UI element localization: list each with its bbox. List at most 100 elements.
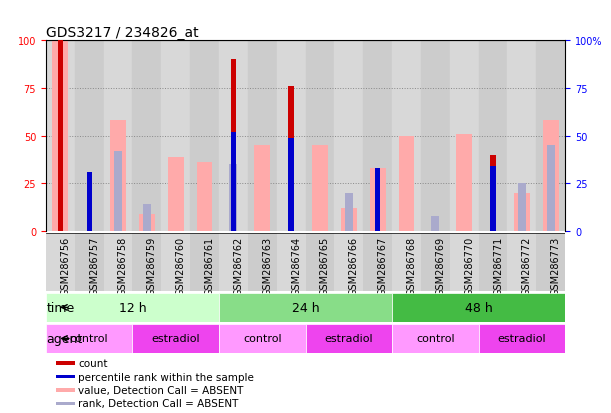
- Bar: [248, 233, 277, 291]
- Bar: [288, 138, 294, 231]
- Bar: [133, 233, 161, 291]
- Text: GSM286758: GSM286758: [118, 236, 128, 295]
- Bar: [536, 41, 565, 231]
- Bar: [341, 209, 357, 231]
- Bar: [392, 41, 421, 231]
- Bar: [231, 133, 236, 231]
- Text: 48 h: 48 h: [465, 301, 492, 314]
- Bar: [219, 293, 392, 322]
- Text: estradiol: estradiol: [324, 334, 373, 344]
- Text: control: control: [70, 334, 108, 344]
- Bar: [75, 233, 103, 291]
- Text: agent: agent: [46, 332, 82, 345]
- Text: GSM286761: GSM286761: [205, 236, 214, 295]
- Bar: [306, 41, 334, 231]
- Text: rank, Detection Call = ABSENT: rank, Detection Call = ABSENT: [78, 399, 238, 408]
- Bar: [543, 121, 558, 231]
- Bar: [46, 293, 219, 322]
- Text: 12 h: 12 h: [119, 301, 146, 314]
- Bar: [306, 233, 334, 291]
- Bar: [306, 324, 392, 353]
- Bar: [56, 389, 75, 392]
- Bar: [398, 136, 414, 231]
- Bar: [219, 41, 248, 231]
- Text: GSM286766: GSM286766: [349, 236, 359, 295]
- Bar: [53, 41, 68, 231]
- Bar: [392, 324, 478, 353]
- Bar: [219, 233, 248, 291]
- Bar: [312, 146, 328, 231]
- Text: percentile rank within the sample: percentile rank within the sample: [78, 372, 254, 382]
- Bar: [392, 293, 565, 322]
- Text: value, Detection Call = ABSENT: value, Detection Call = ABSENT: [78, 385, 243, 395]
- Text: GSM286757: GSM286757: [89, 236, 99, 295]
- Bar: [421, 41, 450, 231]
- Bar: [508, 233, 536, 291]
- Bar: [103, 41, 133, 231]
- Bar: [219, 324, 306, 353]
- Bar: [133, 324, 219, 353]
- Bar: [375, 169, 380, 231]
- Bar: [491, 167, 496, 231]
- Bar: [168, 157, 183, 231]
- Bar: [288, 87, 294, 231]
- Text: GSM286770: GSM286770: [464, 236, 474, 295]
- Text: control: control: [416, 334, 455, 344]
- Bar: [143, 205, 151, 231]
- Bar: [56, 402, 75, 405]
- Text: control: control: [243, 334, 282, 344]
- Text: GSM286762: GSM286762: [233, 236, 243, 295]
- Text: GSM286759: GSM286759: [147, 236, 157, 295]
- Text: GSM286769: GSM286769: [435, 236, 445, 295]
- Text: 24 h: 24 h: [291, 301, 320, 314]
- Bar: [46, 233, 75, 291]
- Bar: [190, 233, 219, 291]
- Bar: [277, 41, 306, 231]
- Bar: [421, 233, 450, 291]
- Bar: [518, 184, 526, 231]
- Bar: [231, 60, 236, 231]
- Bar: [133, 41, 161, 231]
- Text: estradiol: estradiol: [497, 334, 546, 344]
- Text: GSM286773: GSM286773: [551, 236, 561, 295]
- Text: GSM286763: GSM286763: [262, 236, 273, 295]
- Text: GSM286764: GSM286764: [291, 236, 301, 295]
- Text: GSM286760: GSM286760: [176, 236, 186, 295]
- Text: GSM286765: GSM286765: [320, 236, 330, 295]
- Bar: [456, 134, 472, 231]
- Bar: [161, 41, 190, 231]
- Bar: [75, 41, 103, 231]
- Bar: [197, 163, 213, 231]
- Bar: [56, 362, 75, 365]
- Bar: [161, 233, 190, 291]
- Bar: [547, 146, 555, 231]
- Bar: [536, 233, 565, 291]
- Text: GSM286756: GSM286756: [60, 236, 70, 295]
- Bar: [334, 233, 363, 291]
- Bar: [370, 169, 386, 231]
- Bar: [392, 233, 421, 291]
- Bar: [450, 41, 478, 231]
- Bar: [57, 41, 63, 231]
- Bar: [46, 324, 133, 353]
- Bar: [431, 216, 439, 231]
- Text: GDS3217 / 234826_at: GDS3217 / 234826_at: [46, 26, 199, 40]
- Bar: [478, 324, 565, 353]
- Text: count: count: [78, 358, 108, 368]
- Bar: [139, 214, 155, 231]
- Bar: [56, 375, 75, 378]
- Text: GSM286772: GSM286772: [522, 236, 532, 295]
- Bar: [229, 165, 238, 231]
- Bar: [491, 155, 496, 231]
- Text: time: time: [46, 301, 75, 314]
- Bar: [190, 41, 219, 231]
- Bar: [254, 146, 270, 231]
- Text: GSM286767: GSM286767: [378, 236, 387, 295]
- Bar: [508, 41, 536, 231]
- Bar: [46, 41, 75, 231]
- Bar: [450, 233, 478, 291]
- Text: GSM286771: GSM286771: [493, 236, 503, 295]
- Bar: [363, 233, 392, 291]
- Text: estradiol: estradiol: [152, 334, 200, 344]
- Bar: [114, 152, 122, 231]
